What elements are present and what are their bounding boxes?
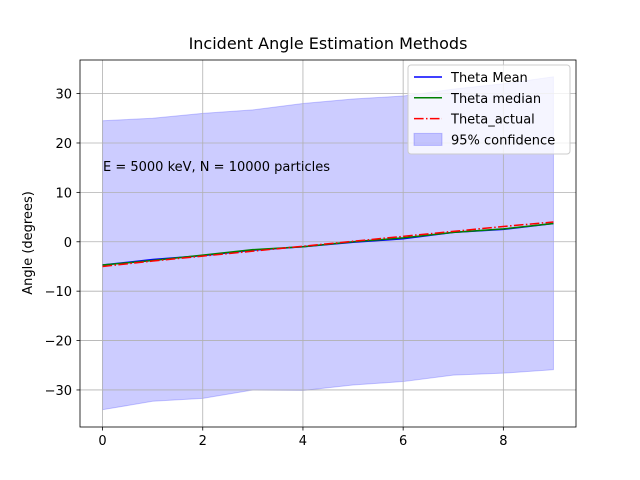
legend: Theta Mean Theta median Theta_actual 95% co… xyxy=(407,64,571,155)
x-tick-label: 8 xyxy=(499,434,507,449)
y-tick-label: −30 xyxy=(45,384,72,399)
legend-label-theta-actual: Theta_actual xyxy=(450,113,535,128)
legend-label-theta-mean: Theta Mean xyxy=(450,71,528,86)
legend-box xyxy=(407,64,571,155)
y-tick-label: 10 xyxy=(55,186,72,201)
x-tick-label: 0 xyxy=(98,434,106,449)
y-tick-label: −10 xyxy=(45,285,72,300)
legend-label-95-confidence: 95% confidence xyxy=(451,133,555,148)
y-axis-label: Angle (degrees) xyxy=(21,191,36,295)
y-tick-label: −20 xyxy=(45,335,72,350)
x-tick-label: 6 xyxy=(399,434,407,449)
annotation-text: E = 5000 keV, N = 10000 particles xyxy=(103,160,330,175)
legend-swatch-95-confidence xyxy=(413,132,443,146)
x-tick-label: 4 xyxy=(299,434,307,449)
y-tick-label: 0 xyxy=(64,236,72,251)
legend-label-theta-median: Theta median xyxy=(450,92,541,107)
y-tick-label: 20 xyxy=(55,137,72,152)
y-tick-label: 30 xyxy=(55,88,72,103)
plot-area: 0 2 4 6 8 −30 −20 −10 0 10 20 30 xyxy=(45,59,577,449)
series-line-theta-actual xyxy=(102,221,554,268)
x-tick-label: 2 xyxy=(199,434,207,449)
axes-frame xyxy=(79,59,577,428)
chart-title: Incident Angle Estimation Methods xyxy=(189,34,468,53)
